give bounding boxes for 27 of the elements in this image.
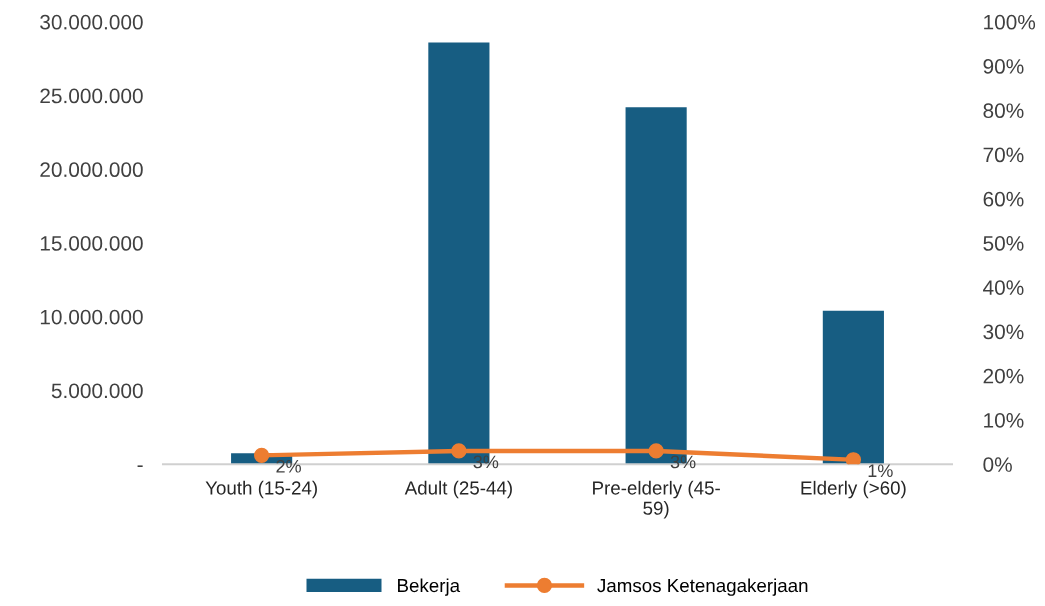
- y-tick-label: -: [137, 465, 143, 468]
- y-tick-label: 30.000.000: [40, 14, 143, 30]
- y-tick-label: 20.000.000: [40, 162, 143, 178]
- x-tick-label: Elderly (>60): [801, 480, 906, 499]
- y-tick-label: 25.000.000: [40, 88, 143, 104]
- x-tick-label: Youth (15-24): [205, 480, 317, 499]
- y2-tick-label: 80%: [983, 103, 1024, 119]
- y-tick-label: 15.000.000: [40, 236, 143, 251]
- y2-tick-label: 0%: [983, 457, 1012, 472]
- y2-tick-label: 100%: [984, 14, 1036, 30]
- y2-tick-label: 30%: [983, 324, 1024, 340]
- x-tick-label: Pre-elderly (45-59): [593, 480, 720, 519]
- legend-label: Bekerja: [398, 578, 461, 596]
- data-label: 1%: [868, 464, 893, 478]
- legend-label: Jamsos Ketenagakerjaan: [597, 578, 808, 596]
- y2-tick-label: 40%: [983, 280, 1024, 295]
- y2-tick-label: 50%: [983, 236, 1024, 251]
- y-tick-label: 10.000.000: [40, 309, 143, 325]
- y2-tick-label: 60%: [983, 191, 1024, 207]
- y2-tick-label: 10%: [984, 412, 1024, 428]
- y-tick-label: 5.000.000: [51, 383, 143, 399]
- x-tick-label: Adult (25-44): [404, 480, 512, 499]
- y2-tick-label: 70%: [983, 147, 1024, 163]
- bar: [822, 310, 884, 465]
- y2-tick-label: 90%: [983, 59, 1024, 74]
- data-label: 2%: [276, 459, 301, 473]
- y2-tick-label: 20%: [983, 368, 1024, 384]
